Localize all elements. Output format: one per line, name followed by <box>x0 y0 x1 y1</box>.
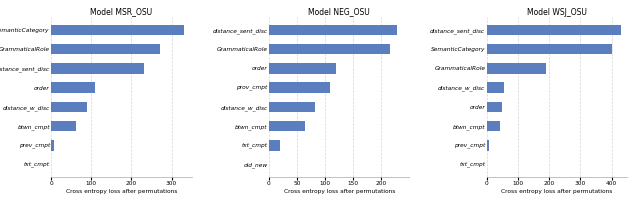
X-axis label: Cross entropy loss after permutations: Cross entropy loss after permutations <box>501 189 612 194</box>
Bar <box>486 63 546 74</box>
Bar <box>269 140 280 151</box>
Bar <box>486 82 504 93</box>
Bar <box>269 44 390 54</box>
Bar <box>269 82 330 93</box>
X-axis label: Cross entropy loss after permutations: Cross entropy loss after permutations <box>66 189 177 194</box>
Bar <box>51 44 159 54</box>
Bar <box>51 82 95 93</box>
Bar <box>269 121 305 131</box>
Title: Model MSR_OSU: Model MSR_OSU <box>90 8 152 16</box>
Bar <box>51 63 143 74</box>
Title: Model NEG_OSU: Model NEG_OSU <box>308 8 370 16</box>
Bar <box>51 140 54 151</box>
Bar <box>486 44 612 54</box>
Bar <box>269 25 397 35</box>
Bar <box>51 102 86 112</box>
X-axis label: Cross entropy loss after permutations: Cross entropy loss after permutations <box>284 189 395 194</box>
Title: Model WSJ_OSU: Model WSJ_OSU <box>527 8 587 16</box>
Bar <box>51 121 76 131</box>
Bar <box>269 102 315 112</box>
Bar <box>486 121 500 131</box>
Bar <box>486 25 621 35</box>
Bar <box>51 25 184 35</box>
Bar <box>486 102 502 112</box>
Bar <box>269 63 337 74</box>
Bar <box>486 140 489 151</box>
